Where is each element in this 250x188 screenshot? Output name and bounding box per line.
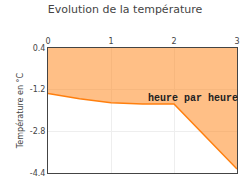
svg-text:1: 1	[108, 37, 113, 46]
svg-text:heure par heure: heure par heure	[148, 93, 238, 104]
svg-text:3: 3	[234, 37, 239, 46]
svg-text:2: 2	[171, 37, 176, 46]
svg-text:0.4: 0.4	[33, 44, 46, 53]
svg-text:-4.4: -4.4	[30, 169, 46, 178]
svg-text:-2.8: -2.8	[30, 127, 46, 136]
svg-text:Evolution de la température: Evolution de la température	[48, 3, 203, 16]
svg-text:0: 0	[45, 37, 50, 46]
svg-text:-1.2: -1.2	[30, 85, 46, 94]
svg-text:Température en °C: Température en °C	[15, 72, 25, 149]
